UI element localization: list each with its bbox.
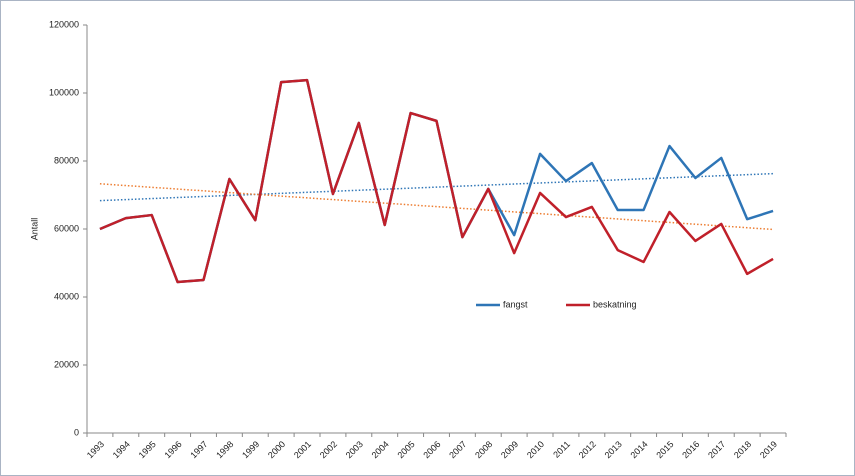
x-tick-label: 2012 bbox=[577, 439, 598, 460]
x-tick-label: 2002 bbox=[318, 439, 339, 460]
x-tick-label: 2018 bbox=[732, 439, 753, 460]
x-tick-label: 1998 bbox=[214, 439, 235, 460]
x-tick-label: 2005 bbox=[395, 439, 416, 460]
x-tick-label: 2003 bbox=[344, 439, 365, 460]
x-tick-label: 2013 bbox=[603, 439, 624, 460]
x-tick-label: 2010 bbox=[525, 439, 546, 460]
legend-label: fangst bbox=[503, 299, 528, 309]
series-line bbox=[99, 78, 774, 284]
x-tick-label: 2011 bbox=[551, 439, 572, 460]
y-tick-label: 0 bbox=[74, 427, 79, 437]
trendline bbox=[99, 172, 774, 202]
y-tick-label: 120000 bbox=[49, 19, 79, 29]
x-tick-label: 2001 bbox=[292, 439, 313, 460]
x-tick-label: 2008 bbox=[473, 439, 494, 460]
x-tick-label: 2000 bbox=[266, 439, 287, 460]
x-tick-label: 1999 bbox=[240, 439, 261, 460]
x-tick-label: 2009 bbox=[499, 439, 520, 460]
legend-label: beskatning bbox=[593, 299, 637, 309]
x-tick-label: 2014 bbox=[628, 439, 649, 460]
x-tick-label: 1995 bbox=[137, 439, 158, 460]
x-tick-label: 1997 bbox=[188, 439, 209, 460]
x-tick-label: 2016 bbox=[680, 439, 701, 460]
y-tick-label: 100000 bbox=[49, 87, 79, 97]
x-tick-label: 2007 bbox=[447, 439, 468, 460]
y-tick-label: 80000 bbox=[54, 155, 79, 165]
y-tick-label: 20000 bbox=[54, 359, 79, 369]
x-tick-label: 2004 bbox=[370, 439, 391, 460]
x-tick-label: 1994 bbox=[111, 439, 132, 460]
x-tick-label: 2015 bbox=[654, 439, 675, 460]
x-tick-label: 2017 bbox=[706, 439, 727, 460]
x-tick-label: 2006 bbox=[421, 439, 442, 460]
x-tick-label: 1993 bbox=[85, 439, 106, 460]
y-tick-label: 60000 bbox=[54, 223, 79, 233]
x-tick-label: 1996 bbox=[162, 439, 183, 460]
y-axis-label: Antall bbox=[29, 218, 39, 241]
y-tick-label: 40000 bbox=[54, 291, 79, 301]
series-line bbox=[99, 78, 774, 284]
trendline bbox=[99, 183, 774, 231]
x-tick-label: 2019 bbox=[758, 439, 779, 460]
